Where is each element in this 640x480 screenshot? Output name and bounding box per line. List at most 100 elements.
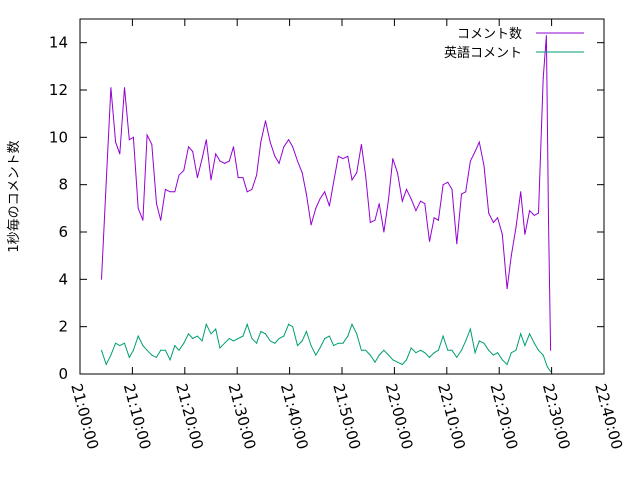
- data-point: [388, 354, 390, 356]
- data-point: [269, 340, 271, 342]
- data-point: [219, 160, 221, 162]
- y-tick-label: 0: [58, 365, 68, 383]
- legend-label-2: 英語コメント: [444, 45, 522, 61]
- y-tick-label: 12: [49, 81, 68, 99]
- data-point: [469, 160, 471, 162]
- data-point: [542, 77, 544, 79]
- data-point: [533, 342, 535, 344]
- data-point: [488, 212, 490, 214]
- data-point: [397, 361, 398, 363]
- data-point: [515, 349, 517, 351]
- data-point: [196, 335, 198, 337]
- data-point: [142, 219, 144, 221]
- data-point: [283, 146, 285, 148]
- data-point: [278, 338, 280, 339]
- data-point: [205, 139, 207, 141]
- plot-frame: [79, 18, 605, 375]
- data-point: [246, 323, 248, 325]
- data-point: [305, 193, 307, 195]
- data-point: [410, 198, 412, 200]
- data-point: [433, 352, 435, 354]
- data-point: [132, 349, 134, 351]
- data-point: [256, 342, 258, 344]
- data-point: [401, 364, 403, 365]
- data-point: [550, 349, 552, 351]
- y-tick-label: 8: [58, 176, 68, 194]
- data-point: [233, 340, 234, 342]
- data-point: [242, 177, 244, 179]
- data-point: [456, 243, 458, 245]
- data-point: [510, 255, 512, 257]
- data-point: [237, 177, 239, 179]
- data-point: [183, 342, 185, 344]
- data-point: [160, 219, 162, 221]
- data-point: [374, 361, 376, 363]
- data-point: [369, 354, 371, 356]
- data-point: [383, 231, 385, 233]
- data-point: [506, 364, 508, 365]
- data-point: [328, 335, 330, 337]
- data-point: [151, 354, 153, 356]
- y-tick-label: 4: [58, 270, 68, 288]
- data-point: [406, 359, 407, 361]
- series-group: [101, 35, 552, 373]
- data-point: [110, 87, 112, 89]
- data-point: [146, 134, 148, 136]
- data-point: [310, 345, 312, 347]
- data-point: [119, 153, 121, 155]
- data-point: [169, 191, 171, 193]
- data-point: [315, 207, 317, 209]
- data-point: [324, 191, 326, 193]
- data-point: [356, 172, 358, 174]
- data-point: [437, 349, 439, 351]
- data-point: [178, 174, 180, 176]
- data-point: [297, 160, 298, 162]
- data-point: [401, 200, 403, 202]
- data-point: [388, 198, 390, 200]
- data-point: [483, 342, 485, 344]
- data-point: [183, 170, 185, 171]
- data-point: [397, 172, 398, 174]
- data-point: [420, 349, 422, 351]
- data-point: [515, 226, 517, 228]
- data-point: [178, 349, 180, 351]
- data-point: [410, 347, 412, 349]
- data-point: [137, 207, 139, 209]
- data-point: [520, 191, 522, 193]
- data-point: [524, 345, 526, 347]
- data-point: [424, 352, 426, 354]
- data-point: [292, 146, 294, 148]
- data-point: [342, 158, 344, 160]
- data-point: [124, 87, 125, 89]
- data-point: [533, 214, 535, 216]
- data-point: [469, 328, 471, 330]
- data-point: [347, 335, 349, 337]
- data-point: [105, 181, 107, 183]
- data-point: [160, 349, 162, 351]
- data-point: [115, 141, 117, 143]
- data-point: [210, 179, 212, 181]
- data-point: [192, 338, 194, 339]
- data-point: [456, 356, 458, 358]
- data-point: [447, 349, 449, 351]
- data-point: [333, 345, 335, 347]
- data-point: [474, 151, 476, 152]
- data-point: [442, 184, 444, 186]
- data-point: [538, 212, 539, 214]
- data-point: [451, 188, 453, 190]
- data-point: [132, 136, 134, 138]
- data-point: [192, 151, 194, 152]
- data-point: [228, 160, 230, 162]
- data-point: [283, 335, 285, 337]
- data-point: [461, 349, 462, 351]
- data-point: [342, 342, 344, 344]
- data-point: [205, 323, 207, 325]
- data-point: [546, 366, 548, 368]
- data-point: [415, 210, 417, 212]
- data-point: [201, 158, 203, 160]
- data-point: [351, 179, 353, 181]
- data-point: [524, 233, 526, 235]
- data-point: [415, 352, 417, 354]
- data-point: [128, 356, 130, 358]
- data-point: [274, 342, 276, 344]
